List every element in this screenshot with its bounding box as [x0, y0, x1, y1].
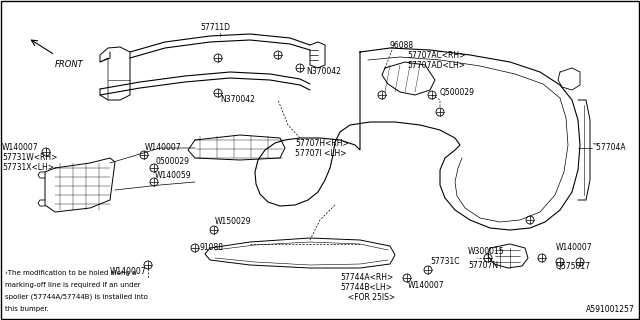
Text: A591001257: A591001257 — [586, 305, 635, 314]
Text: 57707H<RH>: 57707H<RH> — [295, 139, 349, 148]
Text: 57707AD<LH>: 57707AD<LH> — [407, 60, 465, 69]
Text: spoiler (57744A/57744B) is installed into: spoiler (57744A/57744B) is installed int… — [5, 294, 148, 300]
Text: W140007: W140007 — [145, 143, 182, 153]
Text: 57744B<LH>: 57744B<LH> — [340, 284, 392, 292]
Text: 57707N: 57707N — [468, 261, 498, 270]
Text: FRONT: FRONT — [55, 60, 84, 69]
Text: N370042: N370042 — [306, 68, 341, 76]
Text: W140059: W140059 — [155, 171, 191, 180]
Text: 57744A<RH>: 57744A<RH> — [340, 274, 393, 283]
Text: W140007: W140007 — [110, 268, 147, 276]
Text: 91088: 91088 — [200, 244, 224, 252]
Text: W140007: W140007 — [408, 281, 445, 290]
Text: W300015: W300015 — [468, 247, 504, 257]
Text: ›The modification to be holed along a: ›The modification to be holed along a — [5, 270, 136, 276]
Text: Q575017: Q575017 — [556, 261, 591, 270]
Text: 57731W<RH>: 57731W<RH> — [2, 154, 58, 163]
Text: ‷57704A: ‷57704A — [593, 143, 627, 153]
Text: W140007: W140007 — [2, 143, 38, 153]
Text: N370042: N370042 — [220, 95, 255, 105]
Text: this bumper.: this bumper. — [5, 306, 49, 312]
Text: <FOR 25IS>: <FOR 25IS> — [348, 293, 395, 302]
Text: marking-off line is required if an under: marking-off line is required if an under — [5, 282, 141, 288]
Text: 57731X<LH>: 57731X<LH> — [2, 164, 54, 172]
Text: 57731C: 57731C — [430, 258, 460, 267]
Text: Q500029: Q500029 — [440, 87, 475, 97]
Text: W150029: W150029 — [215, 218, 252, 227]
Text: 57707I <LH>: 57707I <LH> — [295, 148, 346, 157]
Text: 57707AC<RH>: 57707AC<RH> — [407, 51, 465, 60]
Text: 96088: 96088 — [390, 41, 414, 50]
Text: 57711D: 57711D — [200, 23, 230, 33]
Text: 0500029: 0500029 — [155, 157, 189, 166]
Text: W140007: W140007 — [556, 244, 593, 252]
